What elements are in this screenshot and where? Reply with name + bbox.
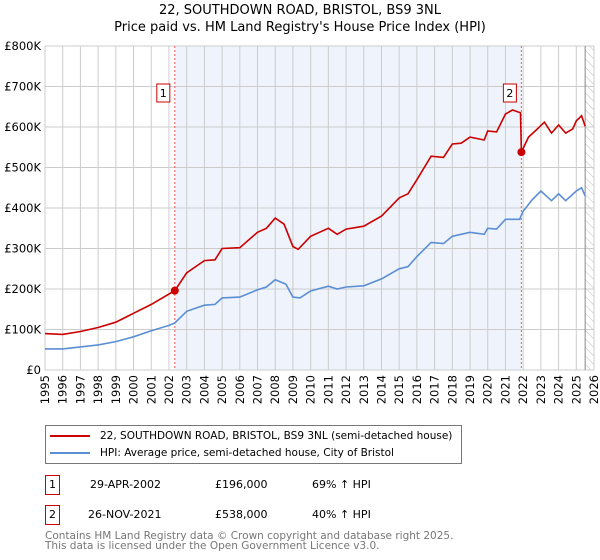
y-tick-label: £200K [4, 282, 41, 296]
x-tick-label: 2013 [357, 375, 371, 404]
y-tick-label: £600K [4, 120, 41, 134]
x-tick-label: 2014 [374, 375, 388, 404]
x-tick-label: 2018 [445, 375, 459, 404]
transaction-date: 26-NOV-2021 [88, 508, 162, 521]
x-tick-label: 2004 [197, 375, 211, 404]
x-tick-label: 2003 [180, 375, 194, 404]
x-tick-label: 2026 [587, 375, 600, 404]
sale-point [170, 286, 179, 295]
y-tick-label: £400K [4, 201, 41, 215]
y-tick-label: £100K [4, 323, 41, 337]
x-tick-label: 2002 [162, 375, 176, 404]
y-tick-label: £300K [4, 242, 41, 256]
plot-area: 1995 1996 1997 1998 1999 2000 2001 2002 2003 2004… [4, 39, 600, 404]
x-tick-label: 2015 [392, 375, 406, 404]
x-tick-label: 2005 [215, 375, 229, 404]
marker-badge: 2 [45, 505, 60, 525]
x-tick-label: 2000 [127, 375, 141, 404]
legend: 22, SOUTHDOWN ROAD, BRISTOL, BS9 3NL (se… [45, 425, 462, 464]
marker-badge [502, 83, 517, 103]
footer: Contains HM Land Registry data © Crown c… [45, 530, 454, 552]
x-tick-label: 2010 [304, 375, 318, 404]
x-tick-label: 2007 [251, 375, 265, 404]
marker-badge [156, 83, 171, 103]
marker-badge: 1 [45, 475, 60, 495]
chart-title: 22, SOUTHDOWN ROAD, BRISTOL, BS9 3NL [159, 3, 441, 18]
transaction-row: 1 29-APR-2002 £196,000 69% ↑ HPI [45, 475, 445, 495]
footer-line-1: Contains HM Land Registry data © Crown c… [45, 530, 454, 542]
x-tick-label: 2020 [481, 375, 495, 404]
transaction-hpi: 69% ↑ HPI [312, 478, 371, 491]
marker-badge-label: 1 [160, 87, 167, 100]
y-tick-label: £700K [4, 80, 41, 94]
y-tick-label: £0 [26, 363, 41, 377]
x-tick-label: 1996 [56, 375, 70, 404]
legend-label-property: 22, SOUTHDOWN ROAD, BRISTOL, BS9 3NL (se… [100, 430, 453, 442]
x-tick-label: 2006 [233, 375, 247, 404]
transaction-row: 2 26-NOV-2021 £538,000 40% ↑ HPI [45, 505, 445, 525]
transaction-date: 29-APR-2002 [90, 478, 162, 491]
footer-line-2: This data is licensed under the Open Gov… [45, 540, 380, 552]
marker-badge-label: 2 [506, 87, 513, 100]
transaction-price: £538,000 [215, 508, 268, 521]
x-tick-label: 1998 [91, 375, 105, 404]
x-tick-label: 2001 [144, 375, 158, 404]
x-tick-label: 2017 [428, 375, 442, 404]
x-tick-label: 2021 [498, 375, 512, 404]
chart-subtitle: Price paid vs. HM Land Registry's House … [114, 20, 486, 35]
x-tick-label: 2019 [463, 375, 477, 404]
hpi-line [45, 186, 586, 350]
legend-swatch-property [50, 435, 90, 437]
x-tick-label: 2008 [268, 375, 282, 404]
x-tick-label: 2023 [534, 375, 548, 404]
transaction-hpi: 40% ↑ HPI [312, 508, 371, 521]
x-tick-label: 2011 [321, 375, 335, 404]
x-tick-label: 1997 [73, 375, 87, 404]
x-tick-label: 2025 [569, 375, 583, 404]
x-tick-label: 2009 [286, 375, 300, 404]
transaction-price: £196,000 [215, 478, 268, 491]
x-tick-label: 2022 [516, 375, 530, 404]
legend-label-hpi: HPI: Average price, semi-detached house,… [100, 447, 394, 459]
x-tick-label: 1995 [38, 375, 52, 404]
property-price-line [44, 109, 586, 336]
x-tick-label: 2024 [552, 375, 566, 404]
legend-swatch-hpi [50, 452, 90, 454]
x-tick-label: 2016 [410, 375, 424, 404]
y-tick-label: £500K [4, 161, 41, 175]
y-tick-label: £800K [4, 39, 41, 53]
sale-point [517, 148, 526, 157]
x-tick-label: 1999 [109, 375, 123, 404]
x-tick-label: 2012 [339, 375, 353, 404]
